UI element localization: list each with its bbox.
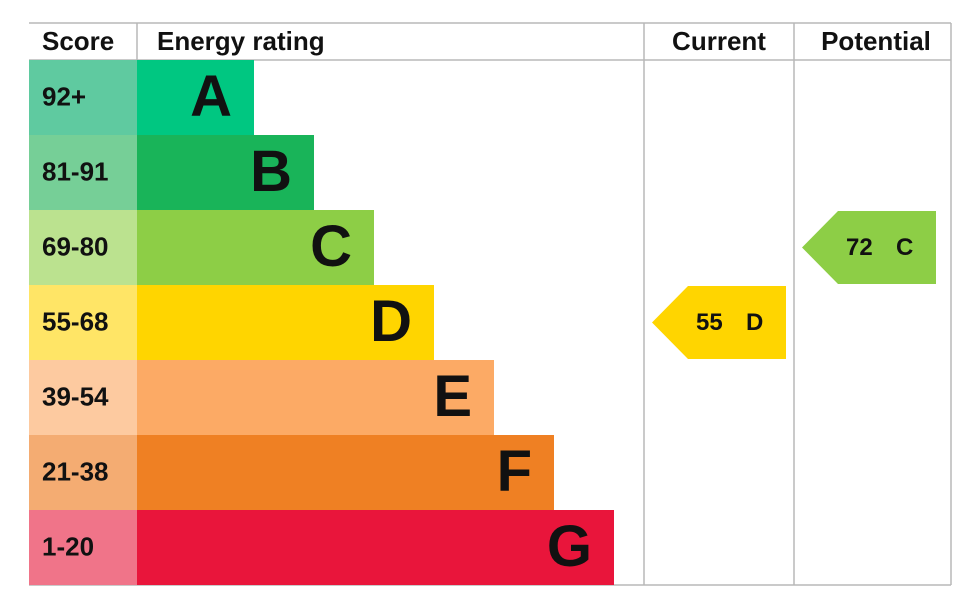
score-range: 92+ [42,81,86,111]
rating-bar [137,60,254,135]
score-cell [29,210,137,285]
rating-letter: B [250,139,292,204]
rating-bar [137,285,434,360]
potential-arrow [802,211,936,284]
score-range: 81-91 [42,156,109,186]
score-cell [29,360,137,435]
score-range: 39-54 [42,381,109,411]
score-range: 1-20 [42,531,94,561]
header-potential: Potential [821,26,931,56]
score-cell [29,435,137,510]
rating-bar [137,210,374,285]
potential-letter: C [896,234,913,261]
rating-bar [137,510,614,585]
potential-value: 72 [846,234,873,261]
rating-letter: A [190,64,232,129]
rating-letter: E [433,364,472,429]
rating-letter: G [547,514,592,579]
current-arrow [652,286,786,359]
score-cell [29,60,137,135]
rating-letter: C [310,214,352,279]
score-range: 21-38 [42,456,109,486]
rating-bar [137,360,494,435]
score-cell [29,510,137,585]
score-range: 69-80 [42,231,109,261]
rating-letter: F [497,439,532,504]
rating-bar [137,435,554,510]
score-range: 55-68 [42,306,109,336]
score-cell [29,285,137,360]
rating-bar [137,135,314,210]
score-cell [29,135,137,210]
rating-letter: D [370,289,412,354]
current-value: 55 [696,309,723,336]
header-score: Score [42,26,114,56]
current-letter: D [746,309,763,336]
header-energy-rating: Energy rating [157,26,325,56]
header-current: Current [672,26,766,56]
